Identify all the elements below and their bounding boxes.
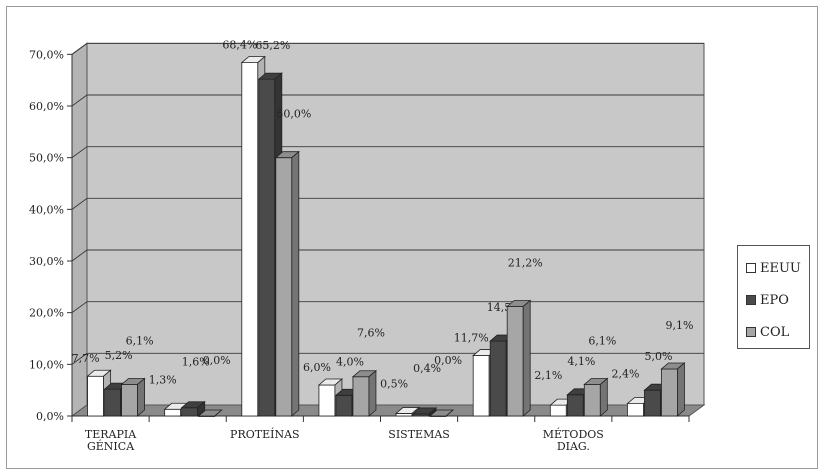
y-tick-label: 30,0% <box>29 255 64 268</box>
data-label-col: 9,1% <box>665 319 693 332</box>
data-label-epo: 5,0% <box>644 350 672 363</box>
y-tick-label: 10,0% <box>29 358 64 371</box>
data-label-eeuu: 2,1% <box>534 369 562 382</box>
x-tick-label: SISTEMAS <box>388 428 450 441</box>
data-label-col: 6,1% <box>588 334 616 347</box>
gridline <box>71 301 704 314</box>
bar-eeuu <box>627 403 644 417</box>
bar-eeuu <box>318 384 336 417</box>
legend-item-col: COL <box>746 324 789 340</box>
bar-col <box>275 157 293 417</box>
y-tick-label: 20,0% <box>29 307 64 320</box>
bar-side-epo <box>197 400 206 417</box>
bar-eeuu <box>87 375 104 417</box>
data-label-col: 50,0% <box>276 108 311 121</box>
bar-col <box>506 306 524 417</box>
data-label-eeuu: 11,7% <box>454 332 489 345</box>
y-tick-label: 60,0% <box>29 100 64 113</box>
bar-epo <box>489 340 507 417</box>
x-tick-label: MÉTODOS <box>543 427 604 441</box>
bar-col <box>583 384 601 417</box>
data-label-epo: 4,0% <box>336 355 364 368</box>
data-label-eeuu: 0,5% <box>380 377 408 390</box>
data-label-epo: 65,2% <box>255 39 290 52</box>
bar-side-col <box>368 369 377 417</box>
bar-eeuu <box>241 62 259 417</box>
bar-epo <box>104 388 121 417</box>
gridline <box>71 249 704 262</box>
legend-label-eeuu: EEUU <box>760 260 801 276</box>
bar-epo <box>258 78 276 417</box>
bar-eeuu <box>472 355 490 417</box>
bar-epo <box>335 394 353 417</box>
bar-side-col <box>137 377 145 417</box>
x-tick-label: PROTEÍNAS <box>230 427 300 441</box>
legend-label-col: COL <box>760 324 790 340</box>
bar-epo <box>181 407 199 417</box>
legend-item-eeuu: EEUU <box>746 260 801 276</box>
x-tick-label: TERAPIA <box>85 428 137 441</box>
legend: EEUU EPO COL <box>737 245 810 349</box>
y-tick-label: 0,0% <box>36 410 64 423</box>
gridline <box>71 94 704 107</box>
data-label-eeuu: 6,0% <box>303 361 331 374</box>
data-label-eeuu: 68,4% <box>222 39 257 52</box>
bar-eeuu <box>549 404 567 417</box>
data-label-epo: 5,2% <box>105 349 133 362</box>
legend-swatch-eeuu <box>746 263 756 273</box>
bar-side-col <box>522 299 531 417</box>
data-label-eeuu: 2,4% <box>611 368 639 381</box>
bar-side-col <box>445 409 454 417</box>
x-tick-label: GÉNICA <box>87 439 135 453</box>
bar-side-epo <box>428 407 437 417</box>
gridline <box>71 197 704 210</box>
bar-eeuu <box>164 408 182 417</box>
legend-swatch-epo <box>746 295 756 305</box>
data-label-epo: 1,6% <box>182 356 210 369</box>
data-label-col: 7,6% <box>357 327 385 340</box>
bar-side-col <box>291 150 300 417</box>
legend-label-epo: EPO <box>760 292 789 308</box>
data-label-epo: 4,1% <box>567 355 595 368</box>
data-label-col: 21,2% <box>508 256 543 269</box>
bar-col <box>352 376 370 417</box>
data-label-eeuu: 7,7% <box>72 352 100 365</box>
data-label-epo: 0,4% <box>413 362 441 375</box>
gridline <box>71 146 704 159</box>
bar-side-col <box>214 409 222 417</box>
bar-epo <box>644 389 661 417</box>
y-tick-label: 70,0% <box>29 48 64 61</box>
bar-col <box>661 368 678 417</box>
legend-item-epo: EPO <box>746 292 789 308</box>
legend-swatch-col <box>746 327 756 337</box>
y-tick-label: 40,0% <box>29 203 64 216</box>
x-tick-label: DIAG. <box>557 440 590 453</box>
data-label-col: 6,1% <box>126 334 154 347</box>
chart-wall <box>86 42 705 406</box>
data-label-col: 0,0% <box>203 354 231 367</box>
bar-col <box>121 384 138 417</box>
data-label-eeuu: 1,3% <box>149 373 177 386</box>
gridline <box>71 42 704 55</box>
bar-epo <box>566 394 584 417</box>
data-label-col: 0,0% <box>434 354 462 367</box>
bar-side-col <box>599 377 608 417</box>
y-tick-label: 50,0% <box>29 152 64 165</box>
bar-side-col <box>677 362 685 417</box>
